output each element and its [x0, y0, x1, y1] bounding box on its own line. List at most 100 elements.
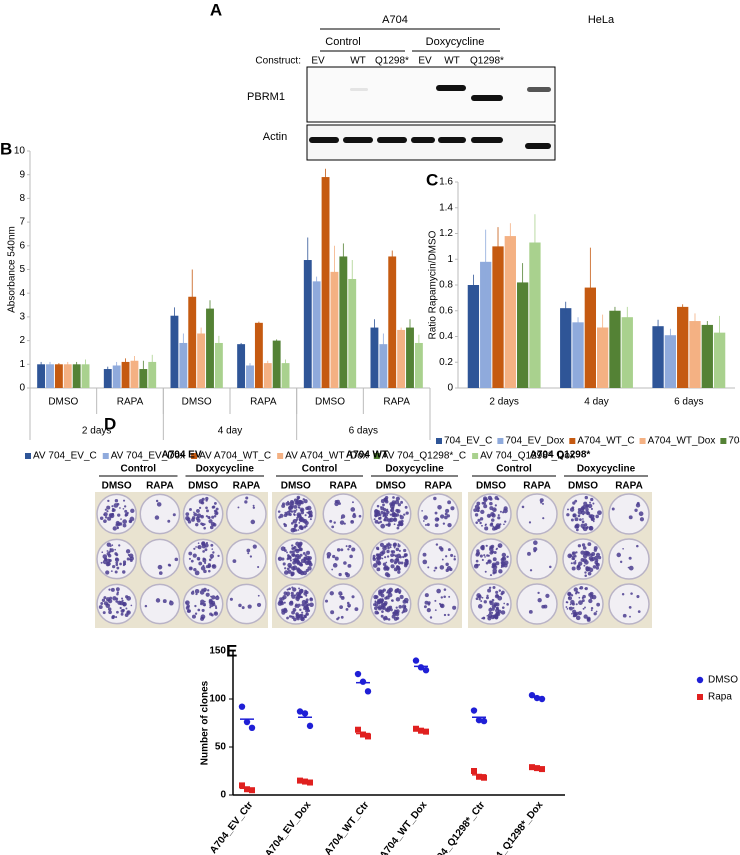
bar — [677, 306, 689, 388]
colony — [382, 545, 387, 551]
colony — [338, 572, 342, 577]
colony — [352, 514, 357, 519]
treatment-label: RAPA — [424, 481, 452, 492]
colony — [384, 499, 389, 504]
colony — [106, 505, 111, 510]
colony — [285, 513, 288, 516]
colony — [374, 610, 379, 615]
colony — [129, 516, 135, 522]
colony — [194, 570, 200, 576]
colony — [616, 552, 622, 558]
colony — [404, 553, 407, 556]
colony — [622, 547, 624, 550]
lane-label: WT — [444, 56, 460, 67]
colony — [475, 559, 479, 563]
band — [471, 95, 503, 101]
colony — [484, 526, 489, 531]
colony — [212, 551, 215, 554]
colony — [445, 555, 448, 558]
colony — [283, 601, 286, 604]
x-tick-label: A704_Q1298*_Ctr — [427, 800, 487, 855]
colony — [489, 501, 493, 506]
colony — [252, 544, 257, 549]
colony — [506, 555, 509, 559]
colony — [486, 594, 489, 597]
colony — [168, 600, 174, 606]
construct-label: Construct: — [255, 56, 301, 67]
colony — [352, 501, 354, 504]
colony — [204, 548, 208, 552]
colony — [584, 571, 587, 574]
colony — [288, 615, 292, 618]
colony — [203, 600, 206, 603]
colony — [393, 567, 398, 572]
bar — [112, 365, 121, 388]
colony — [496, 608, 499, 610]
colony — [630, 592, 633, 595]
colony — [590, 609, 593, 612]
bar — [72, 364, 81, 388]
colony — [474, 513, 479, 517]
colony — [445, 568, 449, 572]
colony — [198, 506, 202, 510]
colony — [351, 547, 356, 552]
colony — [406, 601, 409, 604]
colony — [639, 517, 645, 522]
colony — [483, 554, 486, 557]
colony — [250, 519, 256, 525]
colony — [334, 501, 339, 507]
colony — [98, 605, 103, 610]
colony — [307, 603, 310, 607]
colonies — [521, 498, 545, 524]
colony — [345, 545, 348, 548]
point — [476, 773, 482, 780]
colony — [375, 559, 381, 565]
colony — [277, 510, 281, 513]
colony — [595, 610, 598, 613]
colony — [497, 514, 500, 517]
colonies — [566, 495, 602, 532]
colony — [399, 555, 402, 559]
colony — [382, 503, 385, 507]
point — [412, 657, 420, 664]
colony — [331, 525, 335, 529]
hela-header: HeLa — [588, 14, 615, 26]
colony — [490, 611, 494, 614]
bar — [560, 308, 572, 388]
colony — [291, 547, 295, 550]
colony — [386, 543, 389, 546]
colony — [112, 596, 117, 601]
colony — [383, 518, 386, 522]
colony — [126, 610, 131, 615]
lane-label: Q1298* — [470, 56, 504, 67]
colony — [593, 612, 597, 616]
colony — [336, 548, 341, 552]
colony — [387, 592, 393, 598]
colony — [192, 553, 197, 558]
colony — [380, 506, 385, 511]
condition-label: Doxycycline — [385, 464, 444, 475]
colony — [156, 502, 162, 507]
colony — [168, 564, 172, 567]
colony — [129, 559, 133, 563]
plate — [226, 583, 267, 625]
colony — [500, 610, 506, 615]
colony — [280, 596, 285, 601]
colony — [494, 594, 500, 599]
colony — [543, 604, 548, 609]
legend-label: A704_WT_Dox — [648, 436, 716, 447]
plate — [417, 538, 459, 580]
legend-label: AV A704_WT_C — [199, 451, 271, 462]
colony — [256, 602, 262, 608]
colonies — [98, 587, 133, 620]
plate — [226, 538, 267, 580]
bar — [303, 260, 312, 388]
colony — [298, 521, 301, 524]
colony — [583, 501, 588, 506]
colony — [479, 554, 483, 558]
colonies — [475, 586, 509, 621]
colony — [209, 612, 213, 616]
colony — [481, 546, 485, 551]
colony — [628, 556, 632, 560]
